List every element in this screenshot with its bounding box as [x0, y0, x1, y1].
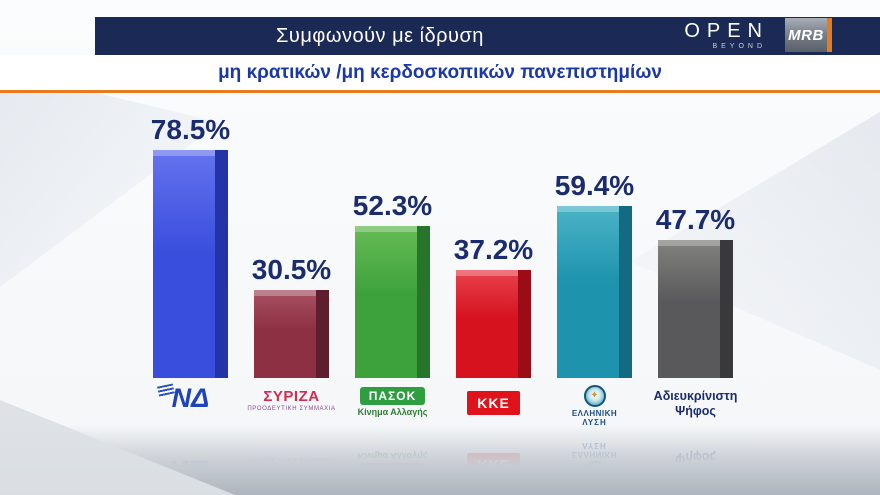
elliniki-lysi-logo-subtext: ΛΥΣΗ [582, 418, 607, 427]
subtitle-strip: μη κρατικών /μη κερδοσκοπικών πανεπιστημ… [0, 55, 880, 93]
value-label-nd: 78.5% [150, 114, 231, 145]
bar-syriza [254, 290, 329, 378]
bar-side [518, 270, 531, 378]
open-channel-logo: OPEN BEYOND [684, 21, 762, 50]
value-label-elliniki-lysi: 59.4% [554, 170, 635, 201]
logo-kke: ΚΚΕ [443, 383, 544, 431]
mrb-agency-logo: MRB [785, 18, 832, 52]
syriza-logo-text: ΣΥΡΙΖΑ [263, 388, 320, 405]
bar-side [316, 290, 329, 378]
bar-side [619, 206, 632, 378]
value-label-undecided: 47.7% [655, 204, 736, 235]
compass-star: ✦ [590, 390, 599, 401]
bar-pasok [355, 226, 430, 378]
bar-face [153, 150, 215, 378]
bar-column-elliniki-lysi: 59.4% [544, 106, 645, 378]
page-title: Συμφωνούν με ίδρυση [276, 25, 484, 47]
value-label-pasok: 52.3% [352, 190, 433, 221]
open-logo-tagline: BEYOND [712, 43, 766, 50]
bar-face [254, 290, 316, 378]
bar-column-syriza: 30.5% [241, 106, 342, 378]
bar-column-kke: 37.2% [443, 106, 544, 378]
party-logos-row: ΝΔ ΣΥΡΙΖΑ ΠΡΟΟΔΕΥΤΙΚΗ ΣΥΜΜΑΧΙΑ ΠΑΣΟΚ Κίν… [140, 383, 746, 431]
chart-subtitle: μη κρατικών /μη κερδοσκοπικών πανεπιστημ… [218, 62, 662, 83]
bar-column-undecided: 47.7% [645, 106, 746, 378]
orange-accent-line [0, 90, 880, 93]
logo-nd: ΝΔ [140, 383, 241, 431]
bar-face [658, 240, 720, 378]
pasok-logo-text: ΠΑΣΟΚ [359, 387, 426, 405]
bar-kke [456, 270, 531, 378]
undecided-label-line1: Αδιευκρίνιστη [653, 389, 738, 403]
compass-icon: ✦ [583, 385, 606, 407]
value-label-kke: 37.2% [453, 234, 534, 265]
syriza-logo-subtext: ΠΡΟΟΔΕΥΤΙΚΗ ΣΥΜΜΑΧΙΑ [247, 406, 336, 412]
bar-nd [153, 150, 228, 378]
logo-syriza: ΣΥΡΙΖΑ ΠΡΟΟΔΕΥΤΙΚΗ ΣΥΜΜΑΧΙΑ [241, 383, 342, 431]
logo-pasok: ΠΑΣΟΚ Κίνημα Αλλαγής [342, 383, 443, 431]
bar-face [557, 206, 619, 378]
bar-chart: 78.5% 30.5% 52.3% 37.2% [140, 106, 746, 378]
nd-logo-text: ΝΔ [171, 383, 210, 413]
bar-side [215, 150, 228, 378]
nd-party-logo: ΝΔ [156, 383, 210, 413]
bar-elliniki-lysi [557, 206, 632, 378]
bar-face [355, 226, 417, 378]
bar-side [720, 240, 733, 378]
bar-undecided [658, 240, 733, 378]
elliniki-lysi-logo-text: ΕΛΛΗΝΙΚΗ [571, 409, 618, 418]
kke-logo-text: ΚΚΕ [467, 391, 520, 415]
open-logo-text: OPEN [684, 20, 769, 42]
header-bar: Συμφωνούν με ίδρυση OPEN BEYOND MRB [95, 17, 880, 55]
bar-column-nd: 78.5% [140, 106, 241, 378]
label-undecided: Αδιευκρίνιστη Ψήφος [645, 383, 746, 431]
undecided-label-line2: Ψήφος [675, 404, 716, 418]
pasok-logo-subtext: Κίνημα Αλλαγής [357, 407, 428, 417]
bar-column-pasok: 52.3% [342, 106, 443, 378]
value-label-syriza: 30.5% [251, 254, 332, 285]
bar-side [417, 226, 430, 378]
logo-elliniki-lysi: ✦ ΕΛΛΗΝΙΚΗ ΛΥΣΗ [544, 383, 645, 431]
bar-face [456, 270, 518, 378]
